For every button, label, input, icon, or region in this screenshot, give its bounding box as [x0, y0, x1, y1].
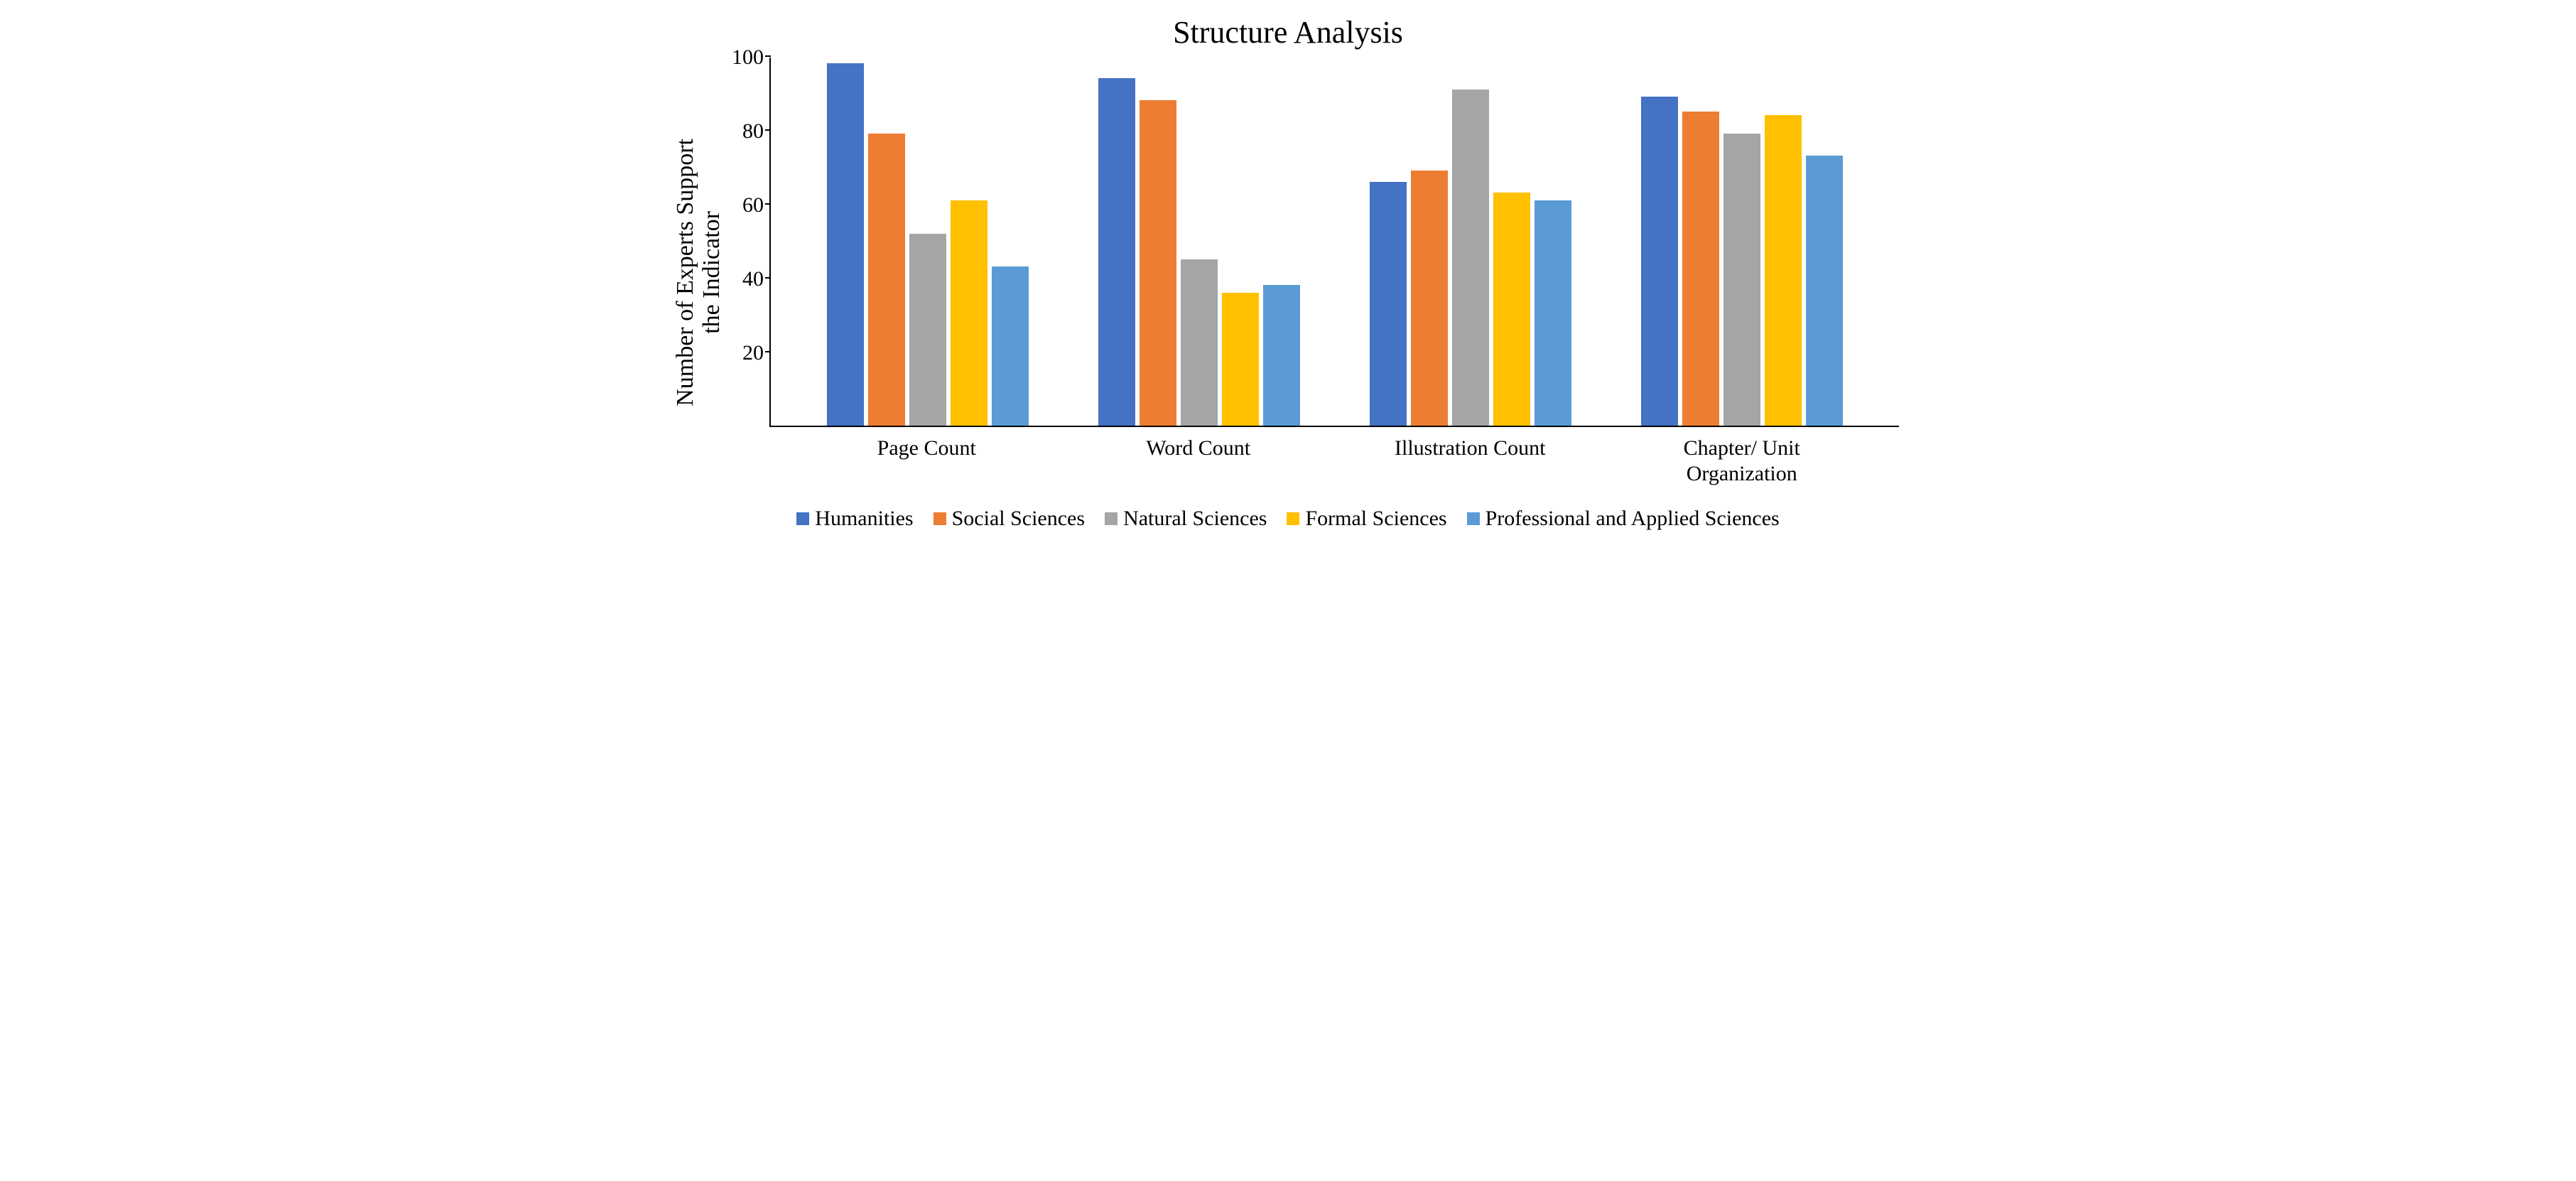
x-axis-label-line: Chapter/ Unit: [1684, 436, 1800, 460]
y-tick-label: 20: [721, 341, 764, 365]
legend-label: Humanities: [815, 507, 913, 531]
y-axis-label: Number of Experts Supportthe Indicator: [672, 139, 725, 406]
plot-row: Number of Experts Supportthe Indicator 2…: [677, 58, 1899, 487]
y-tick-mark: [765, 203, 771, 205]
y-tick-label: 40: [721, 267, 764, 291]
bar: [909, 234, 946, 426]
legend-item: Social Sciences: [933, 507, 1085, 531]
y-tick-mark: [765, 277, 771, 279]
bar: [1370, 182, 1407, 426]
bar-group: [1352, 90, 1589, 426]
bar: [1493, 193, 1530, 426]
x-axis-label-line: Illustration Count: [1395, 436, 1546, 460]
bar: [868, 134, 905, 426]
bar: [1765, 115, 1802, 426]
bar: [827, 63, 864, 426]
bar-group: [1081, 78, 1318, 426]
x-axis-label: Chapter/ UnitOrganization: [1623, 436, 1861, 487]
legend-swatch: [1287, 512, 1299, 525]
legend-label: Social Sciences: [952, 507, 1085, 531]
bar: [1140, 100, 1176, 426]
y-tick-label: 80: [721, 119, 764, 144]
legend-swatch: [796, 512, 809, 525]
legend-label: Formal Sciences: [1305, 507, 1446, 531]
legend-label: Natural Sciences: [1123, 507, 1267, 531]
bar-group: [809, 63, 1046, 426]
bar: [1535, 200, 1571, 426]
bar: [1641, 97, 1678, 426]
x-axis-label: Word Count: [1080, 436, 1318, 487]
legend-item: Humanities: [796, 507, 913, 531]
bar-groups: [771, 58, 1899, 426]
bar: [1682, 112, 1719, 426]
y-axis-label-line: Number of Experts Support: [672, 139, 698, 406]
legend-label: Professional and Applied Sciences: [1485, 507, 1780, 531]
x-axis-label-line: Organization: [1687, 462, 1797, 485]
bar: [992, 266, 1029, 426]
plot-area: [769, 58, 1899, 427]
bar: [1181, 259, 1218, 426]
bar-group: [1623, 97, 1861, 426]
legend-item: Professional and Applied Sciences: [1467, 507, 1780, 531]
legend-item: Formal Sciences: [1287, 507, 1446, 531]
y-tick-mark: [765, 55, 771, 57]
y-tick-label: 60: [721, 193, 764, 217]
chart-title: Structure Analysis: [677, 14, 1899, 50]
legend-item: Natural Sciences: [1105, 507, 1267, 531]
legend-swatch: [1105, 512, 1117, 525]
x-axis-labels: Page Count Word Count Illustration Count Ch…: [769, 427, 1899, 487]
legend-swatch: [933, 512, 946, 525]
x-axis-label-line: Page Count: [877, 436, 976, 460]
y-tick-mark: [765, 351, 771, 352]
x-axis-label: Illustration Count: [1351, 436, 1589, 487]
y-tick-label: 100: [721, 45, 764, 70]
plot-cell: Page Count Word Count Illustration Count Ch…: [769, 58, 1899, 487]
bar: [1098, 78, 1135, 426]
legend-swatch: [1467, 512, 1480, 525]
chart-container: Structure Analysis Number of Experts Sup…: [649, 0, 1927, 552]
y-axis-ticks: 20406080100: [720, 58, 769, 427]
bar: [1452, 90, 1489, 426]
bar: [951, 200, 987, 426]
y-tick-mark: [765, 129, 771, 131]
x-axis-label-line: Word Count: [1146, 436, 1250, 460]
y-axis-label-cell: Number of Experts Supportthe Indicator: [677, 58, 720, 487]
bar: [1263, 285, 1300, 426]
legend: Humanities Social Sciences Natural Science…: [677, 507, 1899, 531]
bar: [1723, 134, 1760, 426]
bar: [1806, 156, 1843, 426]
bar: [1222, 293, 1259, 426]
bar: [1411, 171, 1448, 426]
x-axis-label: Page Count: [808, 436, 1046, 487]
